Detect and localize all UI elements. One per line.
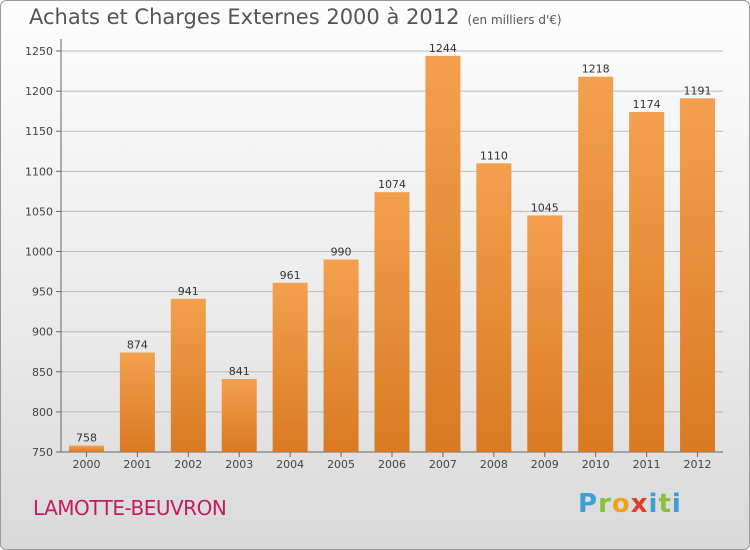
y-tick-label: 750: [32, 446, 53, 459]
x-tick-label: 2002: [174, 458, 202, 471]
logo-letter-i: i: [648, 489, 659, 519]
bar: [170, 298, 206, 452]
x-tick-label: 2012: [684, 458, 712, 471]
bar-value-label: 1110: [480, 149, 508, 162]
bar-value-label: 941: [178, 285, 199, 298]
bar: [272, 282, 308, 452]
bar: [680, 98, 716, 452]
bar: [476, 163, 512, 452]
x-tick-label: 2000: [72, 458, 100, 471]
y-tick-label: 800: [32, 406, 53, 419]
chart-subtitle: (en milliers d'€): [467, 13, 562, 27]
y-tick-label: 850: [32, 366, 53, 379]
y-tick-label: 950: [32, 286, 53, 299]
x-tick-label: 2010: [582, 458, 610, 471]
bar-value-label: 1244: [429, 42, 457, 55]
bar-value-label: 874: [127, 339, 148, 352]
y-tick-label: 1000: [25, 246, 53, 259]
x-tick-label: 2009: [531, 458, 559, 471]
y-tick-label: 900: [32, 326, 53, 339]
bar: [68, 445, 104, 452]
bar-value-label: 990: [331, 246, 352, 259]
y-tick-label: 1150: [25, 125, 53, 138]
bar: [221, 379, 257, 452]
x-tick-label: 2007: [429, 458, 457, 471]
chart-title: Achats et Charges Externes 2000 à 2012 (e…: [29, 5, 562, 29]
bar-value-label: 1074: [378, 178, 406, 191]
chart-title-text: Achats et Charges Externes 2000 à 2012: [29, 5, 460, 29]
bar-value-label: 1191: [684, 84, 712, 97]
bar-value-label: 1218: [582, 63, 610, 76]
bar: [323, 259, 359, 452]
x-tick-label: 2011: [633, 458, 661, 471]
logo-letter-x: x: [630, 489, 649, 519]
x-tick-label: 2005: [327, 458, 355, 471]
bar: [527, 215, 563, 452]
y-tick-label: 1250: [25, 45, 53, 58]
logo-letter-t: t: [658, 489, 672, 519]
bar-value-label: 1174: [633, 98, 661, 111]
y-tick-label: 1100: [25, 165, 53, 178]
bar: [374, 192, 410, 452]
bar-value-label: 961: [280, 269, 301, 282]
logo-letter-o: o: [611, 489, 631, 519]
logo-letter-p: P: [578, 489, 599, 519]
x-tick-label: 2006: [378, 458, 406, 471]
proxiti-logo: Proxiti: [578, 489, 682, 519]
bar: [119, 352, 155, 452]
logo-letter-i2: i: [671, 489, 682, 519]
logo-letter-r: r: [598, 489, 612, 519]
bar: [578, 76, 614, 453]
x-tick-label: 2001: [123, 458, 151, 471]
y-tick-label: 1200: [25, 85, 53, 98]
bar-value-label: 1045: [531, 201, 559, 214]
location-label: LAMOTTE-BEUVRON: [33, 496, 227, 520]
bar-value-label: 758: [76, 432, 97, 445]
x-tick-label: 2008: [480, 458, 508, 471]
bar: [425, 55, 461, 453]
y-tick-label: 1050: [25, 205, 53, 218]
x-tick-label: 2003: [225, 458, 253, 471]
x-tick-label: 2004: [276, 458, 304, 471]
bar-value-label: 841: [229, 365, 250, 378]
bar: [629, 111, 665, 452]
